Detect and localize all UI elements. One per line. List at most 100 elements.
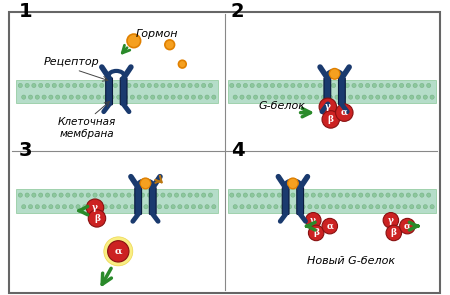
Circle shape xyxy=(208,193,212,197)
Text: G-белок: G-белок xyxy=(259,101,306,111)
Circle shape xyxy=(127,193,131,197)
Circle shape xyxy=(236,83,241,88)
Circle shape xyxy=(416,205,421,209)
FancyBboxPatch shape xyxy=(324,78,331,105)
Circle shape xyxy=(304,193,309,197)
Circle shape xyxy=(233,95,237,99)
Circle shape xyxy=(144,95,148,99)
Circle shape xyxy=(83,205,87,209)
Circle shape xyxy=(49,95,53,99)
Circle shape xyxy=(430,95,434,99)
Circle shape xyxy=(281,95,285,99)
Circle shape xyxy=(32,83,36,88)
Circle shape xyxy=(171,205,175,209)
Circle shape xyxy=(427,193,431,197)
Circle shape xyxy=(406,83,410,88)
Circle shape xyxy=(179,60,186,68)
Circle shape xyxy=(315,95,319,99)
Circle shape xyxy=(184,95,189,99)
Text: Новый G-белок: Новый G-белок xyxy=(307,256,396,266)
Circle shape xyxy=(90,95,94,99)
Circle shape xyxy=(147,193,152,197)
Text: γ: γ xyxy=(388,216,394,225)
Circle shape xyxy=(52,83,56,88)
Circle shape xyxy=(165,40,175,50)
Circle shape xyxy=(137,95,141,99)
Circle shape xyxy=(321,205,326,209)
Circle shape xyxy=(400,218,415,234)
Circle shape xyxy=(28,95,33,99)
Circle shape xyxy=(264,193,268,197)
Text: 3: 3 xyxy=(18,141,32,160)
Circle shape xyxy=(181,83,185,88)
Text: β: β xyxy=(94,214,100,223)
Circle shape xyxy=(247,205,251,209)
Circle shape xyxy=(202,193,206,197)
Circle shape xyxy=(291,83,295,88)
Circle shape xyxy=(297,83,302,88)
Circle shape xyxy=(35,95,40,99)
Circle shape xyxy=(22,205,26,209)
Circle shape xyxy=(76,205,80,209)
Circle shape xyxy=(284,193,288,197)
Circle shape xyxy=(202,83,206,88)
Circle shape xyxy=(161,83,165,88)
Circle shape xyxy=(123,205,128,209)
Circle shape xyxy=(379,193,383,197)
Circle shape xyxy=(205,95,209,99)
Circle shape xyxy=(113,83,117,88)
Circle shape xyxy=(311,193,315,197)
Circle shape xyxy=(372,193,377,197)
Circle shape xyxy=(99,83,104,88)
Circle shape xyxy=(308,95,312,99)
Circle shape xyxy=(72,83,77,88)
Text: Гормон: Гормон xyxy=(136,29,178,39)
Circle shape xyxy=(127,34,140,47)
Circle shape xyxy=(257,193,261,197)
Circle shape xyxy=(110,95,114,99)
Circle shape xyxy=(369,205,373,209)
Circle shape xyxy=(383,212,399,228)
Circle shape xyxy=(420,83,424,88)
Circle shape xyxy=(236,193,241,197)
Text: β: β xyxy=(391,228,397,237)
Circle shape xyxy=(345,193,349,197)
Text: α: α xyxy=(341,108,348,117)
Circle shape xyxy=(288,95,292,99)
Text: Клеточная
мембрана: Клеточная мембрана xyxy=(58,117,117,139)
Circle shape xyxy=(423,205,428,209)
Circle shape xyxy=(270,83,274,88)
Circle shape xyxy=(277,193,281,197)
Circle shape xyxy=(233,205,237,209)
Circle shape xyxy=(306,212,321,228)
Circle shape xyxy=(66,193,70,197)
Circle shape xyxy=(406,193,410,197)
Circle shape xyxy=(403,205,407,209)
Text: 4: 4 xyxy=(231,141,244,160)
Circle shape xyxy=(18,83,22,88)
Circle shape xyxy=(52,193,56,197)
Circle shape xyxy=(392,83,397,88)
Circle shape xyxy=(376,205,380,209)
FancyBboxPatch shape xyxy=(297,187,304,214)
Circle shape xyxy=(18,193,22,197)
Circle shape xyxy=(250,193,254,197)
Bar xyxy=(228,80,436,103)
Circle shape xyxy=(28,205,33,209)
Circle shape xyxy=(45,83,50,88)
Circle shape xyxy=(352,83,356,88)
Text: 2: 2 xyxy=(231,1,244,21)
Circle shape xyxy=(103,205,108,209)
Circle shape xyxy=(96,95,100,99)
Circle shape xyxy=(379,83,383,88)
Text: α: α xyxy=(404,222,411,231)
Circle shape xyxy=(32,193,36,197)
Circle shape xyxy=(79,193,84,197)
Circle shape xyxy=(427,83,431,88)
Circle shape xyxy=(178,205,182,209)
Circle shape xyxy=(410,95,414,99)
Circle shape xyxy=(86,193,90,197)
Circle shape xyxy=(127,83,131,88)
Circle shape xyxy=(208,83,212,88)
Circle shape xyxy=(35,205,40,209)
